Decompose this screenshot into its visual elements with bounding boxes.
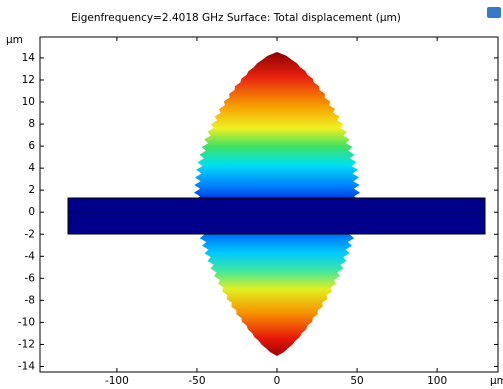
y-tick-label: 6 xyxy=(28,140,35,152)
y-tick-label: 14 xyxy=(22,52,36,64)
y-tick-label: -12 xyxy=(18,338,35,350)
x-tick-label: 0 xyxy=(274,375,281,387)
chart: Eigenfrequency=2.4018 GHz Surface: Total… xyxy=(0,0,503,389)
y-unit: µm xyxy=(6,34,23,46)
y-tick-label: 12 xyxy=(22,74,35,86)
y-tick-label: -6 xyxy=(25,272,36,284)
y-tick-label: -2 xyxy=(25,228,35,240)
y-tick-label: -4 xyxy=(25,250,36,262)
y-tick-label: 0 xyxy=(28,206,35,218)
y-tick-label: 4 xyxy=(28,162,35,174)
chart-title: Eigenfrequency=2.4018 GHz Surface: Total… xyxy=(71,12,401,24)
x-tick-label: 50 xyxy=(350,375,363,387)
toolbar-button[interactable] xyxy=(487,7,501,18)
x-tick-label: -50 xyxy=(188,375,205,387)
x-tick-label: 100 xyxy=(427,375,447,387)
y-tick-label: -10 xyxy=(18,316,35,328)
y-tick-label: 10 xyxy=(22,96,35,108)
y-tick-label: -8 xyxy=(25,294,35,306)
y-tick-label: 2 xyxy=(28,184,35,196)
x-unit: µm xyxy=(490,375,503,387)
beam xyxy=(68,198,485,234)
y-tick-label: -14 xyxy=(18,360,35,372)
x-tick-label: -100 xyxy=(105,375,129,387)
y-tick-label: 8 xyxy=(28,118,35,130)
